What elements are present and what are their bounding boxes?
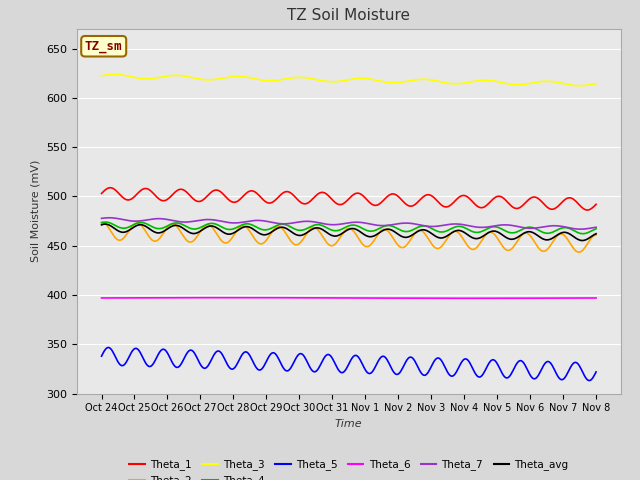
Theta_1 [504, 200, 512, 205]
Theta_2 [581, 244, 589, 250]
Theta_4 [504, 229, 512, 235]
Theta_3 [111, 72, 118, 77]
Theta_3 [504, 81, 512, 87]
Theta_avg [98, 222, 106, 228]
Theta_1 [333, 201, 341, 207]
Theta_6 [582, 295, 590, 301]
Theta_7 [98, 216, 106, 221]
Theta_1 [337, 202, 344, 207]
Theta_5 [592, 369, 600, 375]
Theta_3 [337, 78, 344, 84]
Theta_3 [333, 79, 341, 84]
Line: Theta_5: Theta_5 [102, 348, 596, 381]
Theta_4 [102, 219, 109, 225]
Theta_4 [393, 226, 401, 231]
Theta_7 [582, 226, 590, 232]
Theta_6 [98, 295, 106, 301]
Theta_3 [393, 80, 401, 85]
Line: Theta_4: Theta_4 [102, 222, 596, 234]
Theta_avg [582, 237, 590, 242]
Theta_1 [98, 191, 106, 196]
Theta_1 [583, 207, 591, 213]
Theta_6 [393, 295, 401, 301]
Theta_2 [333, 240, 340, 246]
Line: Theta_3: Theta_3 [102, 74, 596, 86]
Theta_avg [102, 221, 109, 227]
Line: Theta_7: Theta_7 [102, 218, 596, 229]
Theta_5 [581, 374, 589, 380]
Theta_2 [592, 232, 600, 238]
Theta_1 [107, 185, 115, 191]
Theta_1 [592, 202, 600, 207]
Theta_7 [393, 221, 401, 227]
Theta_avg [333, 233, 341, 239]
Theta_3 [582, 83, 590, 88]
Theta_7 [577, 226, 584, 232]
Theta_6 [333, 295, 341, 301]
Theta_2 [98, 219, 106, 225]
Theta_6 [505, 295, 513, 301]
Theta_5 [104, 345, 112, 350]
Theta_5 [98, 353, 106, 359]
Theta_2 [503, 247, 511, 253]
Theta_4 [582, 230, 590, 236]
Theta_2 [392, 240, 400, 245]
Theta_avg [592, 231, 600, 237]
Theta_avg [393, 230, 401, 236]
Theta_5 [504, 375, 512, 381]
Theta_1 [366, 200, 374, 206]
Theta_1 [581, 207, 589, 213]
Theta_5 [366, 371, 374, 376]
Theta_4 [592, 226, 600, 232]
Theta_4 [98, 220, 106, 226]
Theta_7 [337, 221, 344, 227]
Line: Theta_1: Theta_1 [102, 188, 596, 210]
Theta_avg [579, 238, 586, 243]
Theta_4 [333, 228, 341, 233]
Theta_7 [592, 224, 600, 230]
Theta_3 [592, 81, 600, 86]
Theta_6 [468, 295, 476, 301]
Theta_2 [575, 249, 583, 255]
Theta_6 [337, 295, 344, 301]
Theta_3 [575, 83, 583, 89]
Theta_7 [106, 215, 113, 221]
Theta_7 [504, 222, 512, 228]
Theta_avg [337, 231, 344, 237]
Text: TZ_sm: TZ_sm [85, 40, 122, 53]
Theta_2 [335, 236, 343, 241]
Theta_6 [366, 295, 374, 301]
Y-axis label: Soil Moisture (mV): Soil Moisture (mV) [30, 160, 40, 263]
Theta_1 [393, 192, 401, 198]
X-axis label: Time: Time [335, 419, 363, 429]
Line: Theta_2: Theta_2 [102, 222, 596, 252]
Theta_6 [592, 295, 600, 301]
Legend: Theta_1, Theta_2, Theta_3, Theta_4, Theta_5, Theta_6, Theta_7, Theta_avg: Theta_1, Theta_2, Theta_3, Theta_4, Thet… [125, 455, 573, 480]
Theta_5 [393, 372, 401, 377]
Theta_7 [333, 222, 341, 228]
Theta_4 [337, 227, 344, 233]
Theta_5 [337, 369, 344, 375]
Line: Theta_avg: Theta_avg [102, 224, 596, 240]
Theta_3 [366, 76, 374, 82]
Title: TZ Soil Moisture: TZ Soil Moisture [287, 9, 410, 24]
Theta_4 [579, 231, 587, 237]
Theta_7 [366, 221, 374, 227]
Theta_5 [586, 378, 593, 384]
Theta_6 [221, 295, 229, 300]
Theta_avg [366, 234, 374, 240]
Theta_5 [333, 365, 341, 371]
Theta_avg [504, 236, 512, 241]
Theta_3 [98, 73, 106, 79]
Theta_4 [366, 228, 374, 234]
Theta_2 [365, 243, 373, 249]
